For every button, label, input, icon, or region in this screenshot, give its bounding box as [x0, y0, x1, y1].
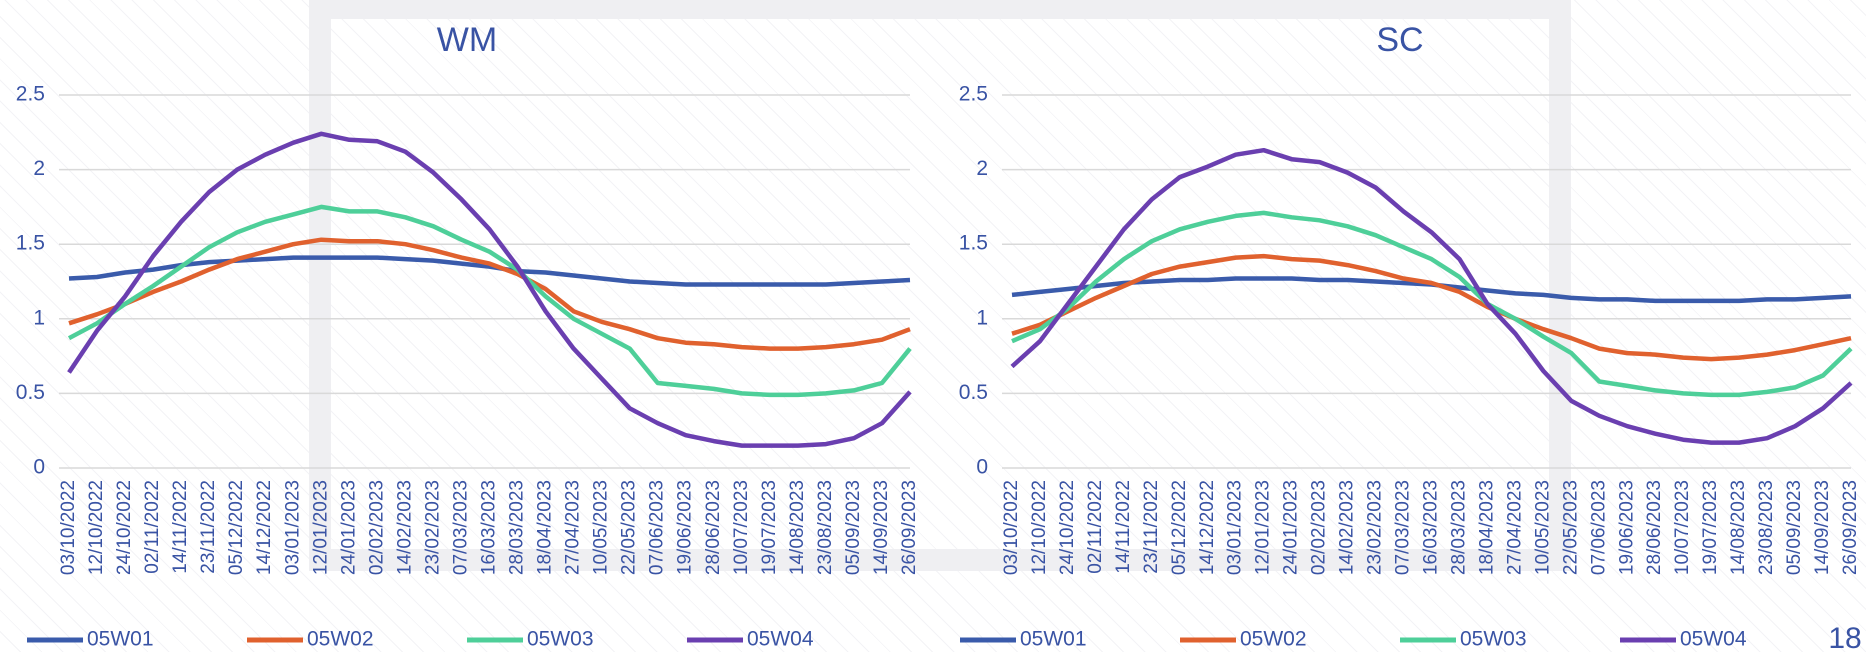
x-tick-label: 23/11/2022: [198, 480, 219, 574]
x-tick-label: 02/02/2023: [1309, 480, 1330, 575]
legend-label: 05W03: [527, 628, 594, 651]
x-tick-label: 24/10/2022: [114, 480, 135, 575]
x-tick-label: 19/07/2023: [1700, 480, 1721, 575]
x-tick-label: 10/07/2023: [1672, 480, 1693, 575]
x-tick-label: 26/09/2023: [1840, 480, 1861, 575]
x-tick-label: 22/05/2023: [1560, 480, 1581, 575]
x-tick-label: 14/09/2023: [871, 480, 892, 575]
x-tick-label: 23/11/2022: [1141, 480, 1162, 574]
y-tick-label: 2.5: [959, 83, 988, 106]
legend-label: 05W03: [1460, 628, 1527, 651]
y-tick-label: 1: [976, 306, 988, 329]
x-tick-label: 19/06/2023: [675, 480, 696, 575]
x-tick-label: 23/02/2023: [422, 480, 443, 575]
x-tick-label: 05/12/2022: [226, 480, 247, 575]
y-tick-label: 0: [976, 456, 988, 479]
y-tick-label: 0.5: [959, 381, 988, 404]
y-tick-label: 1: [33, 306, 45, 329]
x-tick-label: 14/08/2023: [787, 480, 808, 575]
x-tick-label: 22/05/2023: [619, 480, 640, 575]
series-line: [1011, 253, 1852, 362]
series-line: [1011, 210, 1853, 398]
x-tick-label: 26/09/2023: [899, 480, 920, 575]
legend-label: 05W01: [87, 628, 154, 651]
x-tick-label: 24/01/2023: [338, 480, 359, 575]
x-tick-label: 14/11/2022: [1113, 480, 1134, 574]
legend-label: 05W02: [307, 628, 374, 651]
x-tick-label: 02/02/2023: [366, 480, 387, 575]
x-tick-label: 02/11/2022: [142, 480, 163, 574]
x-tick-label: 05/12/2022: [1169, 480, 1190, 575]
x-tick-label: 12/01/2023: [310, 480, 331, 575]
chart-title: SC: [1376, 21, 1423, 59]
x-tick-label: 28/03/2023: [507, 480, 528, 575]
watermark: [309, 0, 1571, 571]
series-line: [67, 204, 912, 398]
x-tick-label: 18/04/2023: [1476, 480, 1497, 575]
x-tick-label: 16/03/2023: [479, 480, 500, 575]
x-tick-label: 19/06/2023: [1616, 480, 1637, 575]
legend-label: 05W02: [1240, 628, 1307, 651]
x-tick-label: 10/05/2023: [1532, 480, 1553, 575]
x-tick-label: 07/03/2023: [450, 480, 471, 575]
series-line: [68, 255, 911, 287]
y-tick-label: 1.5: [959, 232, 988, 255]
chart: WM 0 0.5 1 1.5 2 2.5 03/10/2022 12/10/2022 24/10/…: [16, 21, 920, 651]
x-tick-label: 14/09/2023: [1812, 480, 1833, 575]
x-tick-label: 05/09/2023: [1784, 480, 1805, 575]
x-tick-label: 12/01/2023: [1253, 480, 1274, 575]
y-tick-label: 0.5: [16, 381, 45, 404]
x-tick-label: 23/02/2023: [1365, 480, 1386, 575]
x-tick-label: 28/06/2023: [703, 480, 724, 575]
legend-label: 05W04: [747, 628, 814, 651]
page-number: 18: [1828, 622, 1861, 652]
x-tick-label: 10/05/2023: [591, 480, 612, 575]
x-tick-label: 10/07/2023: [731, 480, 752, 575]
x-tick-label: 07/06/2023: [1588, 480, 1609, 575]
y-tick-label: 2: [33, 157, 45, 180]
y-tick-label: 2: [976, 157, 988, 180]
legend-label: 05W01: [1020, 628, 1087, 651]
x-tick-label: 12/10/2022: [86, 480, 107, 575]
x-tick-label: 05/09/2023: [843, 480, 864, 575]
y-tick-label: 0: [33, 456, 45, 479]
series-line: [67, 131, 912, 448]
x-tick-label: 07/06/2023: [647, 480, 668, 575]
series-line: [68, 237, 911, 351]
x-tick-label: 07/03/2023: [1393, 480, 1414, 575]
x-tick-label: 14/11/2022: [170, 480, 191, 574]
x-tick-label: 03/01/2023: [282, 480, 303, 575]
x-tick-label: 14/02/2023: [394, 480, 415, 575]
series-line: [1010, 147, 1853, 445]
chart-title: WM: [437, 21, 497, 59]
x-tick-label: 18/04/2023: [535, 480, 556, 575]
x-tick-label: 14/12/2022: [1197, 480, 1218, 575]
x-tick-label: 24/01/2023: [1281, 480, 1302, 575]
x-tick-label: 23/08/2023: [815, 480, 836, 575]
chart: SC 0 0.5 1 1.5 2 2.5 03/10/2022 12/10/2022 24/10/…: [959, 21, 1861, 651]
x-tick-label: 14/12/2022: [254, 480, 275, 575]
x-tick-label: 03/10/2022: [1001, 480, 1022, 575]
x-tick-label: 23/08/2023: [1756, 480, 1777, 575]
x-tick-label: 27/04/2023: [1504, 480, 1525, 575]
x-tick-label: 28/06/2023: [1644, 480, 1665, 575]
x-tick-label: 16/03/2023: [1421, 480, 1442, 575]
x-tick-label: 19/07/2023: [759, 480, 780, 575]
x-tick-label: 03/01/2023: [1225, 480, 1246, 575]
y-tick-label: 1.5: [16, 232, 45, 255]
x-tick-label: 24/10/2022: [1057, 480, 1078, 575]
legend-label: 05W04: [1680, 628, 1747, 651]
x-tick-label: 14/02/2023: [1337, 480, 1358, 575]
x-tick-label: 28/03/2023: [1448, 480, 1469, 575]
x-tick-label: 14/08/2023: [1728, 480, 1749, 575]
x-tick-label: 12/10/2022: [1029, 480, 1050, 575]
x-tick-label: 02/11/2022: [1085, 480, 1106, 574]
x-tick-label: 27/04/2023: [563, 480, 584, 575]
x-tick-label: 03/10/2022: [58, 480, 79, 575]
y-tick-label: 2.5: [16, 83, 45, 106]
